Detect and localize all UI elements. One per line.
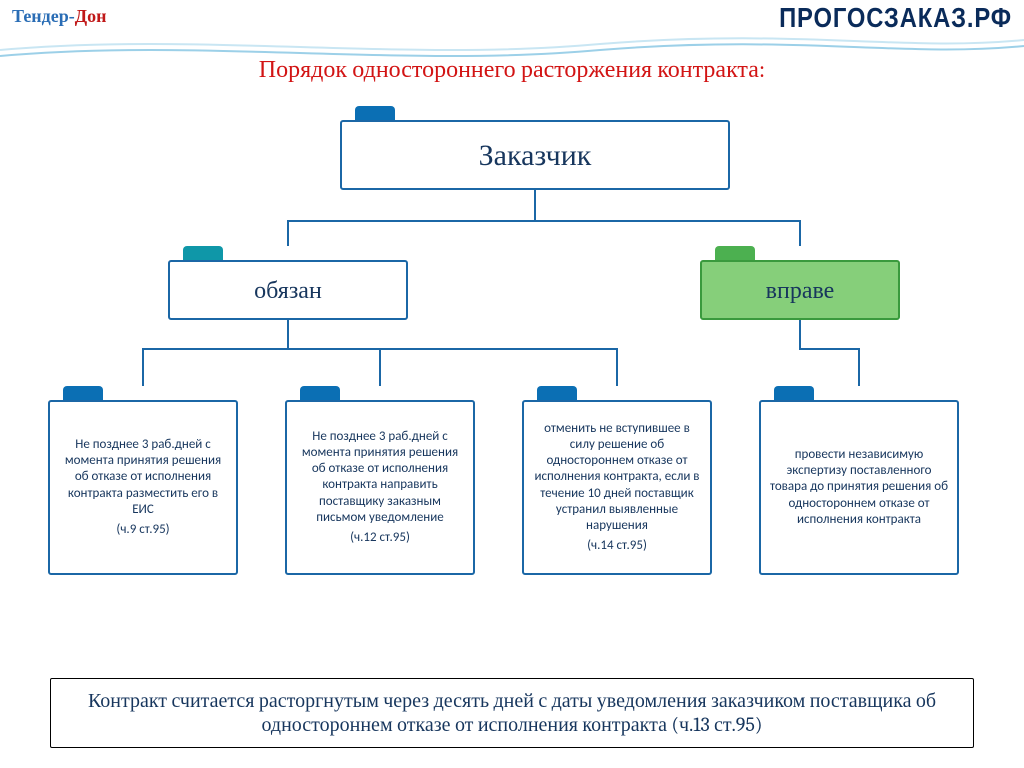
leaf-text: провести независимую экспертизу поставле… (769, 447, 949, 528)
connector (799, 320, 801, 348)
brand-left-a: Тендер- (12, 6, 75, 26)
node-leaf-2: Не позднее 3 раб.дней с момента принятия… (285, 400, 475, 575)
node-leaf-1: Не позднее 3 раб.дней с момента принятия… (48, 400, 238, 575)
footer-note: Контракт считается расторгнутым через де… (50, 678, 974, 748)
brand-right: ПРОГОСЗАКАЗ.РФ (779, 2, 1012, 34)
connector (799, 348, 859, 350)
leaf-ref: (ч.12 ст.95) (295, 530, 465, 546)
leaf-text: Не позднее 3 раб.дней с момента принятия… (58, 437, 228, 518)
connector (287, 320, 289, 348)
connector (858, 348, 860, 386)
node-root-text: Заказчик (479, 138, 592, 173)
connector (287, 220, 289, 246)
connector (799, 220, 801, 246)
node-right: вправе (700, 260, 900, 320)
connector (142, 348, 144, 386)
brand-left: Тендер-Дон (12, 6, 107, 27)
leaf-text: отменить не вступившее в силу решение об… (532, 421, 702, 535)
leaf-ref: (ч.14 ст.95) (532, 538, 702, 554)
leaf-ref: (ч.9 ст.95) (58, 522, 228, 538)
node-right-text: вправе (766, 276, 835, 305)
node-leaf-3: отменить не вступившее в силу решение об… (522, 400, 712, 575)
node-left: обязан (168, 260, 408, 320)
brand-left-b: Дон (75, 6, 107, 26)
node-leaf-4: провести независимую экспертизу поставле… (759, 400, 959, 575)
connector (287, 220, 801, 222)
node-left-text: обязан (254, 276, 322, 305)
connector (534, 190, 536, 220)
leaf-text: Не позднее 3 раб.дней с момента принятия… (295, 429, 465, 527)
slide-title: Порядок одностороннего расторжения контр… (0, 55, 1024, 84)
connector (379, 348, 381, 386)
node-root: Заказчик (340, 120, 730, 190)
connector (616, 348, 618, 386)
